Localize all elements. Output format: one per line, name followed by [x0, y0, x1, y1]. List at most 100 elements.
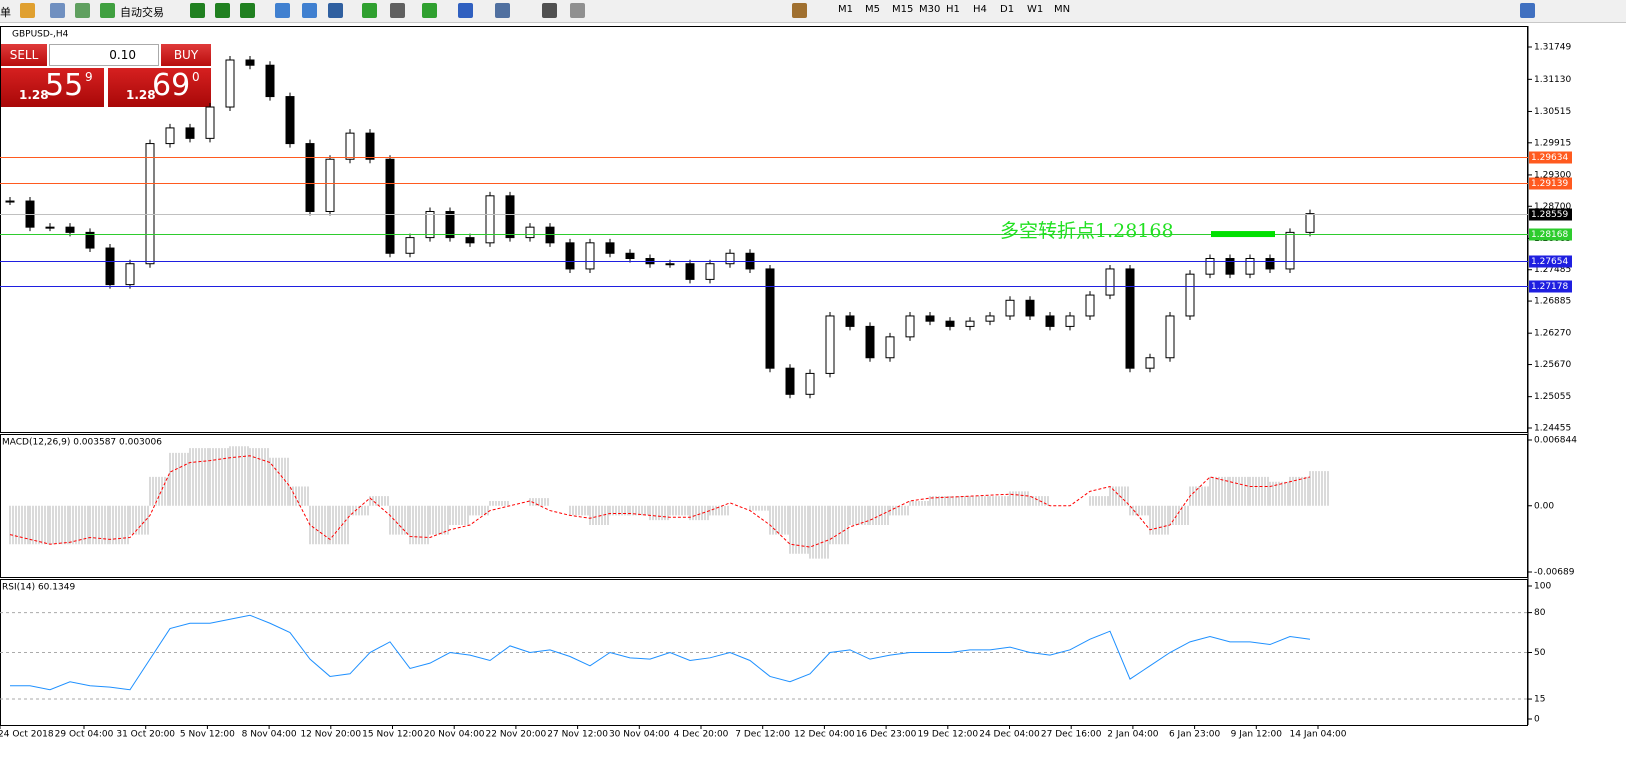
candle	[905, 315, 915, 338]
timeframe[interactable]: H1	[946, 4, 960, 15]
candle	[125, 263, 135, 286]
candle	[1125, 268, 1135, 369]
x-tick-label: 27 Nov 12:00	[547, 730, 608, 740]
candle	[405, 237, 415, 254]
price-tag-label: 1.28168	[1531, 230, 1568, 240]
icon[interactable]	[542, 3, 557, 18]
macd-signal	[9, 455, 1311, 548]
trade-panel: SELL 0.10 BUY 1.28 55 9 1.28 69 0	[1, 44, 212, 107]
timeframe[interactable]: MN	[1054, 4, 1071, 15]
icon[interactable]	[328, 3, 343, 18]
candle	[1185, 273, 1195, 317]
y-tick-label: 0	[1534, 715, 1540, 725]
search-icon[interactable]	[1520, 3, 1535, 18]
candle	[265, 64, 275, 98]
timeframe[interactable]: M30	[919, 4, 941, 15]
y-tick-label: 80	[1534, 608, 1546, 618]
candle	[965, 320, 975, 327]
icon[interactable]	[20, 3, 35, 18]
ask-tail: 0	[192, 70, 200, 84]
y-tick-label: 1.29915	[1534, 138, 1571, 148]
y-tick-label: 1.25670	[1534, 360, 1571, 370]
candle	[445, 210, 455, 239]
candle	[1305, 213, 1315, 233]
x-tick-label: 12 Nov 20:00	[300, 730, 361, 740]
menu-label[interactable]: 单	[0, 6, 11, 19]
price-tag-label: 1.28559	[1531, 210, 1568, 220]
candle	[1285, 231, 1295, 270]
chart: GBPUSD-,H4 1.31749 1.31130 1.30515 1.29915 1.…	[0, 26, 1577, 740]
icon[interactable]	[50, 3, 65, 18]
price-tag	[1529, 177, 1572, 190]
timeframe[interactable]: M15	[892, 4, 914, 15]
candle	[885, 336, 895, 359]
sell-button[interactable]: SELL	[1, 44, 47, 66]
price-tag	[1529, 151, 1572, 164]
bid-main: 55	[45, 68, 84, 103]
candle	[5, 200, 15, 203]
buy-button[interactable]: BUY	[161, 44, 211, 66]
x-tick-label: 2 Jan 04:00	[1107, 730, 1159, 740]
y-tick-label: 1.28700	[1534, 202, 1571, 212]
candle	[1145, 357, 1155, 369]
ask-box[interactable]: 1.28 69 0	[108, 68, 211, 107]
timeframe[interactable]: M5	[865, 4, 880, 15]
icon[interactable]	[390, 3, 405, 18]
y-tick-label: 0.00	[1534, 501, 1554, 511]
lot-input[interactable]: 0.10	[49, 44, 159, 66]
icon[interactable]	[302, 3, 317, 18]
bid-box[interactable]: 1.28 55 9	[1, 68, 104, 107]
candle	[785, 367, 795, 395]
candle	[1265, 257, 1275, 270]
y-tick-label: 1.30515	[1534, 107, 1571, 117]
y-tick-label: 1.24455	[1534, 424, 1571, 434]
price-tag	[1529, 280, 1572, 293]
y-tick-label: 0.006844	[1534, 436, 1577, 446]
x-tick-label: 12 Dec 04:00	[794, 730, 855, 740]
candle	[325, 158, 335, 212]
icon[interactable]	[422, 3, 437, 18]
icon[interactable]	[75, 3, 90, 18]
candle	[985, 315, 995, 322]
icon[interactable]	[792, 3, 807, 18]
x-tick-label: 6 Jan 23:00	[1169, 730, 1221, 740]
icon[interactable]	[215, 3, 230, 18]
candle	[85, 231, 95, 249]
timeframe[interactable]: M1	[838, 4, 853, 15]
price-tag-label: 1.29634	[1531, 153, 1568, 163]
timeframe[interactable]: H4	[973, 4, 987, 15]
toolbar: 单 自动交易 M1 M5 M15 M30 H1 H4 D1 W1 MN	[0, 0, 1626, 23]
icon[interactable]	[362, 3, 377, 18]
icon[interactable]	[458, 3, 473, 18]
candle	[585, 242, 595, 270]
icon[interactable]	[495, 3, 510, 18]
panel-title: GBPUSD-,H4	[12, 30, 69, 40]
y-tick-label: 1.27485	[1534, 265, 1571, 275]
panel-title: MACD(12,26,9) 0.003587 0.003006	[2, 438, 162, 448]
icon[interactable]	[240, 3, 255, 18]
timeframe[interactable]: D1	[1000, 4, 1015, 15]
candle	[685, 263, 695, 280]
candle	[305, 143, 315, 212]
y-tick-label: 1.25055	[1534, 392, 1571, 402]
y-tick-label: 1.26885	[1534, 297, 1571, 307]
auto-trading[interactable]: 自动交易	[120, 6, 164, 19]
icon[interactable]	[570, 3, 585, 18]
ask-prefix: 1.28	[126, 88, 156, 102]
x-tick-label: 30 Nov 04:00	[609, 730, 670, 740]
icon[interactable]	[190, 3, 205, 18]
candle	[925, 315, 935, 322]
candle	[1165, 315, 1175, 359]
candle	[625, 252, 635, 259]
icon[interactable]	[275, 3, 290, 18]
timeframe[interactable]: W1	[1027, 4, 1044, 15]
y-tick-label: 1.26270	[1534, 329, 1571, 339]
x-tick-label: 7 Dec 12:00	[735, 730, 790, 740]
candle	[725, 252, 735, 265]
candle	[65, 226, 75, 233]
candle	[205, 106, 215, 139]
candle	[145, 143, 155, 265]
price-tag	[1529, 228, 1572, 241]
y-tick-label: -0.00689	[1534, 568, 1575, 578]
auto-trading-icon[interactable]	[100, 3, 115, 18]
